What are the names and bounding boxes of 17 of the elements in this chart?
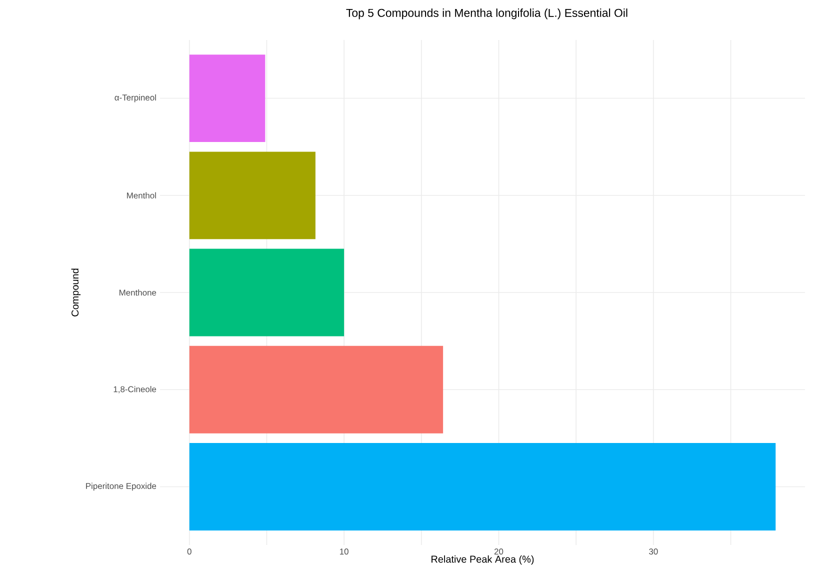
y-tick-label: α-Terpineol xyxy=(114,94,156,102)
bar xyxy=(189,152,316,240)
y-tick-label: Piperitone Epoxide xyxy=(86,482,156,491)
bar xyxy=(189,248,344,336)
x-axis-title: Relative Peak Area (%) xyxy=(432,555,534,565)
x-tick-label: 30 xyxy=(649,548,658,555)
x-tick-label: 20 xyxy=(494,548,504,555)
x-tick-label: 0 xyxy=(187,548,192,555)
bar xyxy=(189,346,444,434)
y-axis-title: Compound xyxy=(71,268,81,316)
bar xyxy=(189,54,266,142)
y-tick-label: Menthol xyxy=(127,192,156,198)
chart-title: Top 5 Compounds in Mentha longifolia (L.) Essential Oil xyxy=(346,8,628,20)
y-tick-label: 1,8-Cineole xyxy=(114,386,156,394)
x-tick-label: 10 xyxy=(340,548,348,555)
y-tick-label: Menthone xyxy=(120,289,156,296)
bar xyxy=(189,443,776,530)
